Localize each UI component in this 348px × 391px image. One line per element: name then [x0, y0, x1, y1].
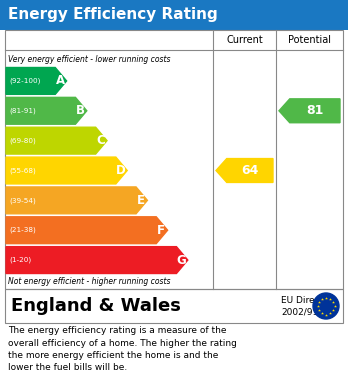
Polygon shape [6, 127, 107, 154]
Text: C: C [96, 134, 105, 147]
Text: The energy efficiency rating is a measure of the
overall efficiency of a home. T: The energy efficiency rating is a measur… [8, 326, 237, 373]
Text: B: B [76, 104, 85, 117]
Polygon shape [279, 99, 340, 123]
Text: A: A [56, 74, 65, 88]
Text: F: F [157, 224, 165, 237]
Polygon shape [6, 157, 127, 184]
Text: Current: Current [226, 35, 263, 45]
Text: 64: 64 [241, 164, 259, 177]
Polygon shape [6, 187, 148, 214]
Polygon shape [6, 247, 188, 273]
Bar [5, 30, 343, 289]
Text: (21-38): (21-38) [9, 227, 36, 233]
Text: (69-80): (69-80) [9, 137, 36, 144]
Bar [5, 289, 343, 323]
Text: (1-20): (1-20) [9, 257, 31, 263]
Bar [0, 0, 348, 30]
Text: Energy Efficiency Rating: Energy Efficiency Rating [8, 7, 218, 23]
Text: 81: 81 [306, 104, 324, 117]
Text: (92-100): (92-100) [9, 78, 40, 84]
Text: G: G [177, 254, 187, 267]
Text: EU Directive
2002/91/EC: EU Directive 2002/91/EC [281, 296, 337, 316]
Polygon shape [6, 68, 66, 94]
Polygon shape [6, 97, 87, 124]
Polygon shape [216, 159, 273, 183]
Text: D: D [116, 164, 126, 177]
Text: E: E [137, 194, 145, 207]
Text: Not energy efficient - higher running costs: Not energy efficient - higher running co… [8, 278, 171, 287]
Circle shape [313, 293, 339, 319]
Text: (55-68): (55-68) [9, 167, 36, 174]
Text: Potential: Potential [288, 35, 331, 45]
Text: (81-91): (81-91) [9, 108, 36, 114]
Text: (39-54): (39-54) [9, 197, 36, 204]
Text: England & Wales: England & Wales [11, 297, 181, 315]
Text: Very energy efficient - lower running costs: Very energy efficient - lower running co… [8, 55, 171, 64]
Polygon shape [6, 217, 168, 244]
